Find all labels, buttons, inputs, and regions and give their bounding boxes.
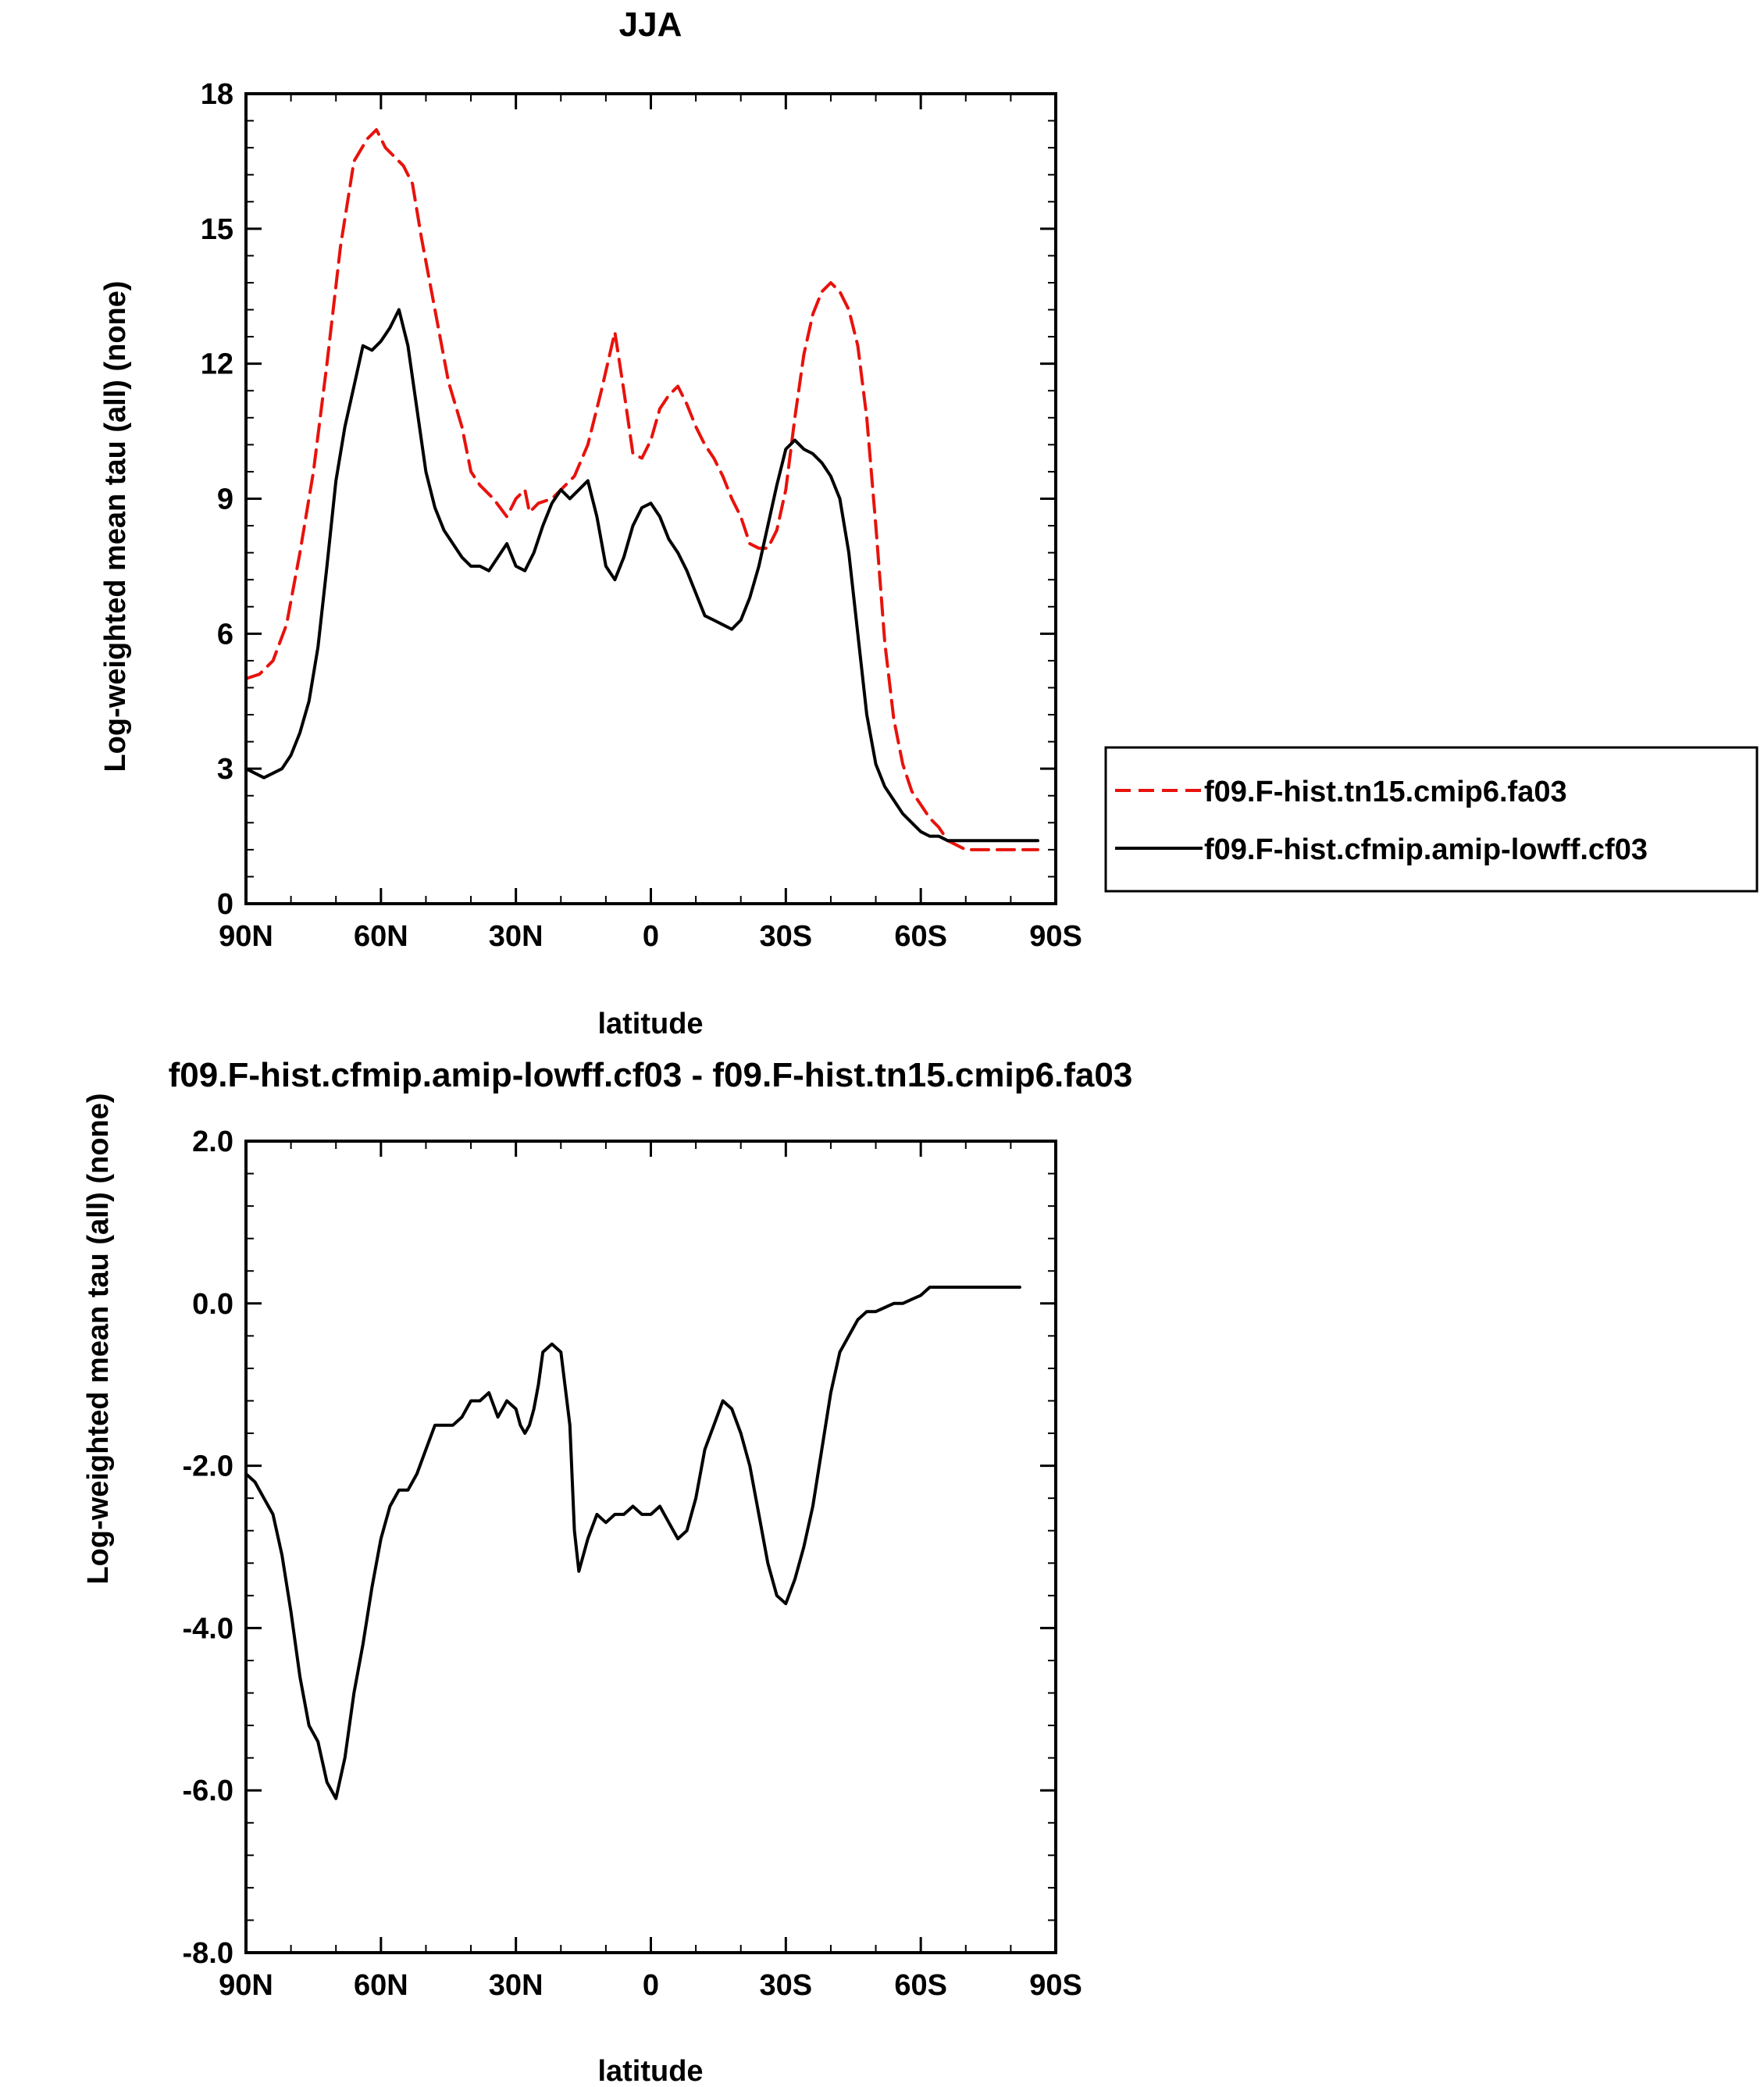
bottom-xtick-label: 0 <box>643 1969 659 2002</box>
top-xtick-label: 60N <box>354 920 408 953</box>
top-chart-title: JJA <box>619 5 682 44</box>
bottom-chart-ylabel: Log-weighted mean tau (all) (none) <box>82 1093 115 1584</box>
top-chart-ylabel: Log-weighted mean tau (all) (none) <box>99 280 132 772</box>
bottom-x-ticks <box>244 1140 1057 1954</box>
top-ytick-label: 9 <box>217 483 233 516</box>
top-ytick-label: 0 <box>217 888 233 921</box>
bottom-xtick-label: 30S <box>760 1969 813 2002</box>
bottom-tick-labels: 90N 60N 30N 0 30S 60S 90S -8.0 -6.0 -4.0 -2.0 0.0 2.… <box>183 1126 1082 2002</box>
top-xtick-label: 30S <box>760 920 813 953</box>
top-series-line-1 <box>244 308 1039 843</box>
top-tick-labels: 90N 60N 30N 0 30S 60S 90S 0 3 6 9 12 15 18 <box>201 78 1082 953</box>
bottom-plot-frame <box>244 1140 1057 1954</box>
top-x-ticks <box>244 92 1057 905</box>
legend: f09.F-hist.tn15.cmip6.fa03 f09.F-hist.cf… <box>1104 746 1759 893</box>
top-xtick-label: 60S <box>894 920 947 953</box>
bottom-chart-title: f09.F-hist.cfmip.amip-lowff.cf03 - f09.F… <box>169 1056 1133 1094</box>
panel-top-chart: JJA Log-weighted mean tau (all) (none) l… <box>99 5 1759 1040</box>
top-ytick-label: 15 <box>201 213 233 246</box>
top-xtick-label: 0 <box>643 920 659 953</box>
top-xtick-label: 90N <box>219 920 273 953</box>
top-xtick-label: 30N <box>489 920 543 953</box>
bottom-ytick-label: -8.0 <box>183 1937 233 1970</box>
legend-label-cfmip: f09.F-hist.cfmip.amip-lowff.cf03 <box>1204 833 1648 866</box>
top-ytick-label: 12 <box>201 348 233 381</box>
legend-label-cmip6: f09.F-hist.tn15.cmip6.fa03 <box>1204 776 1567 808</box>
top-ytick-label: 18 <box>201 78 233 111</box>
bottom-series-lines <box>244 1286 1021 1800</box>
bottom-ytick-label: 2.0 <box>192 1126 233 1158</box>
top-xtick-label: 90S <box>1029 920 1082 953</box>
bottom-ytick-label: -2.0 <box>183 1450 233 1483</box>
bottom-chart-xlabel: latitude <box>597 2055 703 2087</box>
top-ytick-label: 3 <box>217 753 233 786</box>
bottom-ytick-label: 0.0 <box>192 1288 233 1321</box>
bottom-xtick-label: 90N <box>219 1969 273 2002</box>
bottom-ytick-label: -6.0 <box>183 1775 233 1807</box>
bottom-xtick-label: 30N <box>489 1969 543 2002</box>
top-chart-xlabel: latitude <box>597 1008 703 1040</box>
top-plot-frame <box>244 92 1057 905</box>
panel-bottom-chart: f09.F-hist.cfmip.amip-lowff.cf03 - f09.F… <box>82 1056 1132 2087</box>
bottom-xtick-label: 60N <box>354 1969 408 2002</box>
bottom-xtick-label: 90S <box>1029 1969 1082 2002</box>
bottom-xtick-label: 60S <box>894 1969 947 2002</box>
top-ytick-label: 6 <box>217 618 233 651</box>
top-series-lines <box>244 128 1039 851</box>
bottom-series-line-0 <box>244 1286 1021 1800</box>
legend-box <box>1104 746 1759 893</box>
top-series-line-0 <box>244 128 1039 851</box>
bottom-ytick-label: -4.0 <box>183 1612 233 1645</box>
